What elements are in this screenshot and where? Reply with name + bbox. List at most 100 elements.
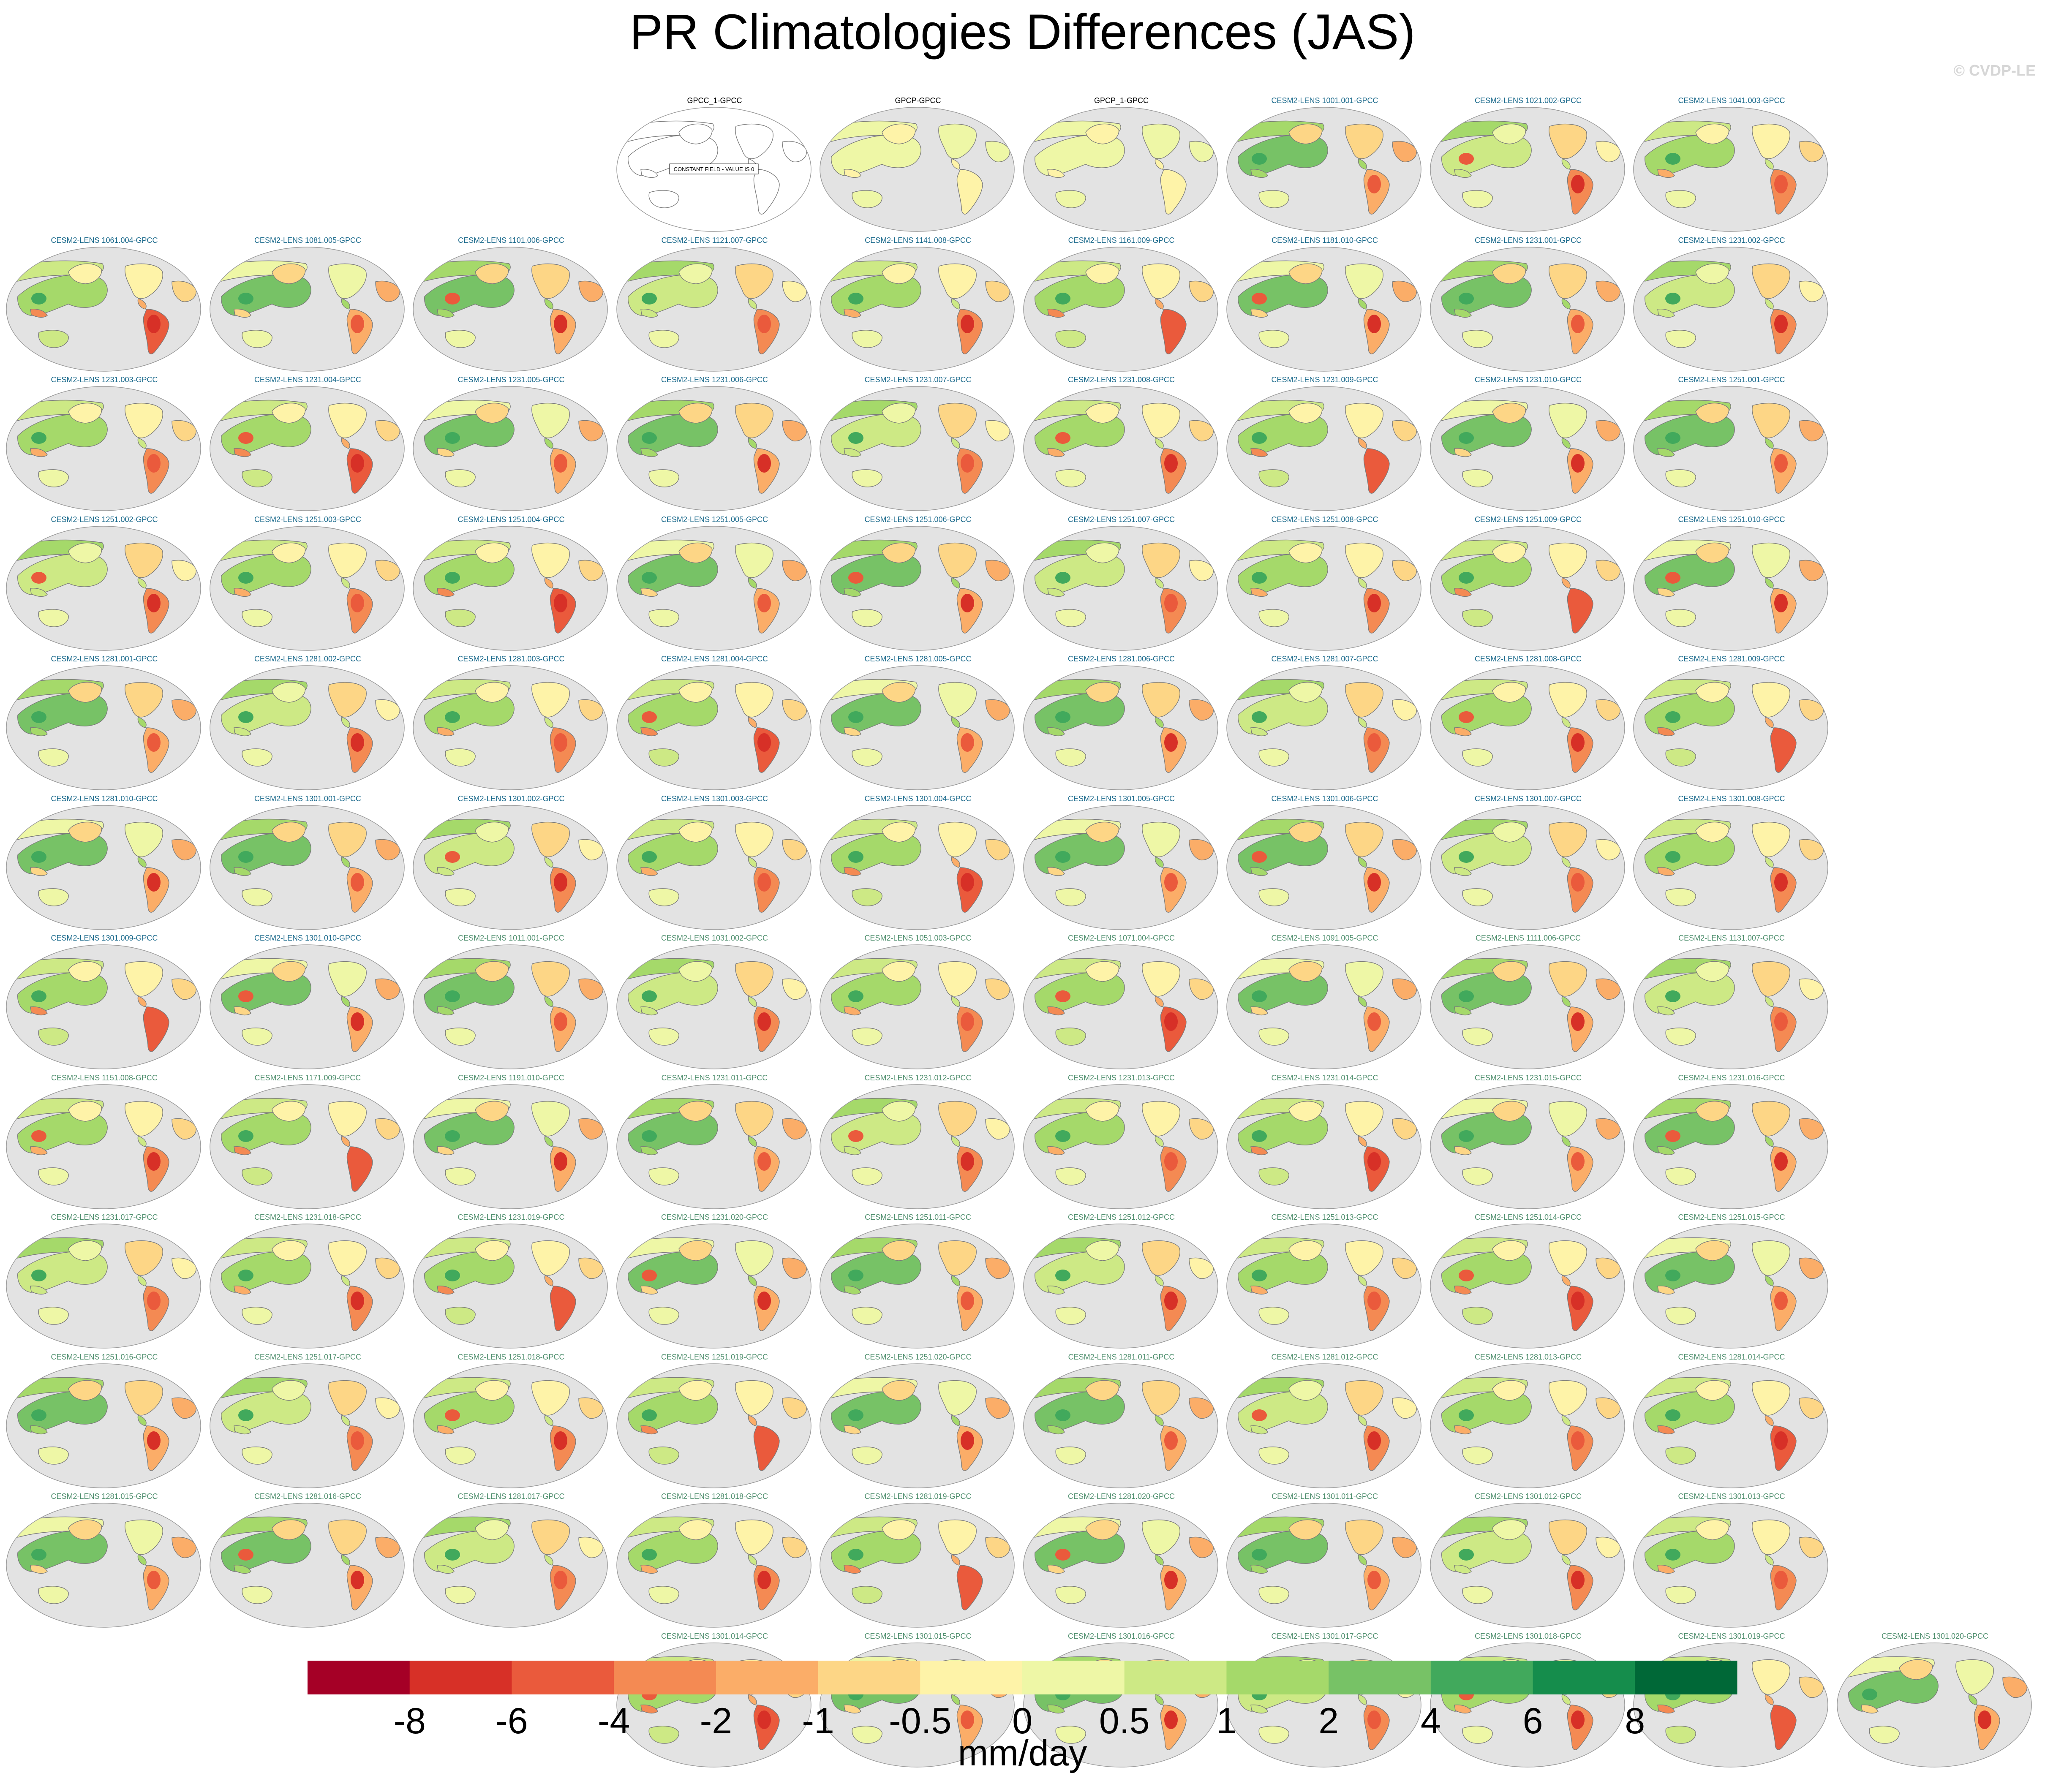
- land-region: [271, 821, 305, 843]
- map-border: [1023, 1224, 1218, 1349]
- dry-anomaly-region: [1774, 454, 1788, 473]
- land-region: [17, 1391, 108, 1433]
- land-region: [38, 748, 69, 767]
- map-panel-title: CESM2-LENS 1231.009-GPCC: [1271, 375, 1378, 384]
- land-region: [678, 123, 712, 144]
- land-region: [125, 1240, 163, 1276]
- land-region: [1657, 1425, 1675, 1434]
- map-border: [413, 1503, 608, 1628]
- map-border: [1430, 386, 1625, 511]
- land-region: [544, 577, 553, 589]
- map-panel-title: CESM2-LENS 1301.005-GPCC: [1067, 794, 1175, 803]
- land-region: [627, 832, 718, 874]
- map-border: [209, 944, 405, 1069]
- dry-anomaly-region: [1367, 1152, 1381, 1171]
- land-region: [578, 1118, 604, 1139]
- wet-anomaly-region: [1055, 711, 1070, 723]
- dry-anomaly-region: [1164, 873, 1178, 892]
- land-region: [831, 134, 921, 176]
- map-panel: CESM2-LENS 1231.005-GPCC: [412, 374, 610, 514]
- land-region: [1047, 867, 1065, 876]
- land-region: [844, 1285, 861, 1294]
- land-region: [640, 1006, 658, 1015]
- land-region: [1034, 274, 1125, 316]
- map-border: [1023, 386, 1218, 511]
- land-region: [735, 542, 773, 578]
- land-region: [831, 1391, 921, 1433]
- land-region: [1492, 1519, 1526, 1540]
- map-border: [820, 805, 1015, 930]
- land-region: [1358, 996, 1367, 1007]
- map-panel: CESM2-LENS 1031.002-GPCC: [615, 933, 814, 1072]
- land-region: [1595, 1257, 1620, 1279]
- map-panel-title: CESM2-LENS 1301.009-GPCC: [51, 934, 158, 942]
- map-panel: CESM2-LENS 1281.017-GPCC: [412, 1491, 610, 1630]
- land-region: [1250, 169, 1268, 178]
- land-region: [1492, 542, 1526, 563]
- land-region: [985, 699, 1010, 721]
- wet-anomaly-region: [848, 1130, 863, 1142]
- world-map: [6, 386, 201, 511]
- land-region: [221, 972, 311, 1014]
- world-map: [1430, 1503, 1625, 1628]
- land-region: [627, 693, 718, 734]
- world-map: [616, 386, 811, 511]
- world-map: [209, 805, 405, 930]
- land-region: [882, 1519, 916, 1540]
- dry-anomaly-region: [1774, 314, 1788, 333]
- map-border: [1023, 665, 1218, 790]
- wet-anomaly-region: [1055, 432, 1070, 444]
- land-region: [852, 1446, 882, 1465]
- map-panel: CESM2-LENS 1301.007-GPCC: [1429, 793, 1628, 933]
- land-region: [233, 1425, 251, 1434]
- land-region: [985, 141, 1010, 163]
- map-panel: CESM2-LENS 1251.012-GPCC: [1022, 1212, 1221, 1351]
- land-region: [1188, 420, 1214, 442]
- world-map: CONSTANT FIELD - VALUE IS 0: [616, 107, 811, 232]
- map-panel: CESM2-LENS 1191.010-GPCC: [412, 1072, 610, 1212]
- map-panel-title: CESM2-LENS 1071.004-GPCC: [1067, 934, 1175, 942]
- world-map: [616, 944, 811, 1069]
- land-region: [437, 867, 455, 876]
- map-border: [1023, 1084, 1218, 1209]
- land-region: [1665, 1028, 1696, 1046]
- world-map: [1836, 1642, 2032, 1768]
- constant-field-annotation: CONSTANT FIELD - VALUE IS 0: [673, 166, 754, 172]
- land-region: [735, 403, 773, 438]
- land-region: [1345, 542, 1383, 578]
- map-panel-title: CESM2-LENS 1251.004-GPCC: [457, 515, 565, 524]
- wet-anomaly-region: [31, 851, 46, 863]
- land-region: [125, 1101, 163, 1137]
- map-panel: CESM2-LENS 1301.008-GPCC: [1632, 793, 1831, 933]
- land-region: [1454, 587, 1472, 597]
- land-region: [1454, 867, 1472, 876]
- wet-anomaly-region: [238, 571, 253, 584]
- land-region: [648, 1307, 679, 1325]
- land-region: [1085, 402, 1119, 424]
- map-border: [1633, 386, 1828, 511]
- dry-anomaly-region: [1164, 1152, 1178, 1171]
- land-region: [475, 682, 509, 703]
- world-map: [1430, 107, 1625, 232]
- land-region: [1752, 1659, 1790, 1695]
- land-region: [1595, 1118, 1620, 1139]
- land-region: [1492, 1240, 1526, 1261]
- land-region: [782, 1536, 807, 1558]
- world-map: [1633, 1224, 1828, 1349]
- land-region: [1155, 996, 1164, 1007]
- land-region: [1561, 856, 1571, 868]
- world-map: [1023, 1503, 1218, 1628]
- dry-anomaly-region: [1367, 454, 1381, 473]
- world-map: [1023, 246, 1218, 372]
- dry-anomaly-region: [147, 733, 161, 752]
- map-panel-title: CESM2-LENS 1281.011-GPCC: [1068, 1352, 1175, 1361]
- land-region: [137, 577, 147, 589]
- land-region: [938, 961, 977, 997]
- land-region: [1657, 308, 1675, 318]
- land-region: [627, 1530, 718, 1572]
- map-panel-title: CESM2-LENS 1231.007-GPCC: [864, 375, 972, 384]
- land-region: [475, 402, 509, 424]
- land-region: [475, 1240, 509, 1261]
- land-region: [68, 821, 102, 843]
- land-region: [172, 978, 197, 1000]
